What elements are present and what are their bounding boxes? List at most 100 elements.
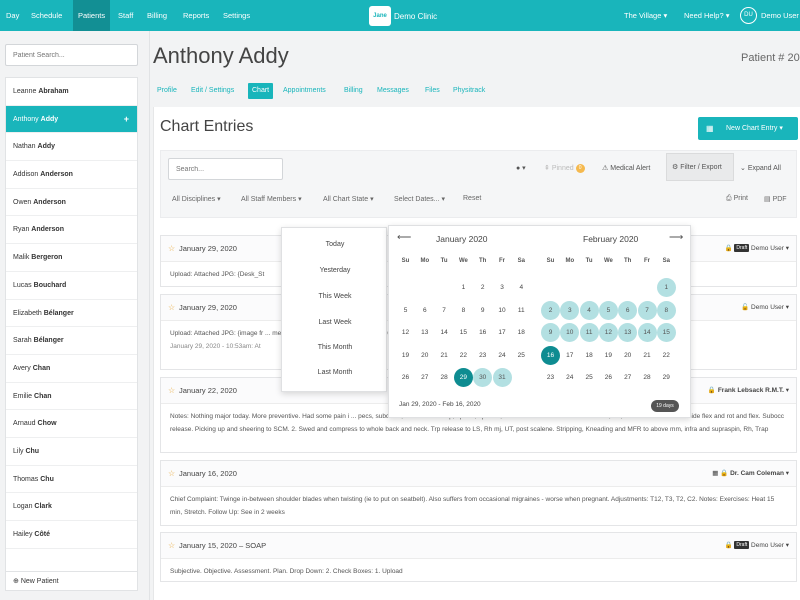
expand-all-button[interactable]: ⌄ Expand All — [740, 165, 781, 172]
pdf-button[interactable]: ▤ PDF — [764, 196, 787, 203]
user-menu[interactable]: Demo User — [761, 11, 799, 20]
calendar-day[interactable]: 16 — [541, 345, 560, 365]
nav-patients[interactable]: Patients — [73, 0, 111, 31]
tab-edit-settings[interactable]: Edit / Settings — [191, 87, 235, 94]
tab-appointments[interactable]: Appointments — [283, 87, 326, 94]
quick-last-month[interactable]: Last Month — [317, 369, 353, 376]
calendar-day[interactable]: 11 — [517, 306, 525, 314]
calendar-day[interactable]: 4 — [519, 284, 524, 291]
entry-author[interactable]: 🔒 Draft Demo User ▾ — [724, 244, 789, 253]
calendar-day[interactable]: 21 — [643, 351, 651, 359]
calendar-day[interactable]: 17 — [566, 351, 574, 359]
patient-search-input[interactable] — [5, 44, 138, 66]
staff-filter[interactable]: All Staff Members ▾ — [241, 196, 302, 203]
patient-list-item[interactable]: Lucas Bouchard — [6, 272, 137, 300]
nav-settings[interactable]: Settings — [223, 11, 251, 20]
calendar-day[interactable]: 15 — [459, 329, 467, 336]
calendar-day[interactable]: 17 — [498, 329, 506, 336]
calendar-day[interactable]: 14 — [440, 329, 448, 336]
calendar-day[interactable]: 11 — [579, 323, 599, 342]
arrow-right-icon[interactable]: ⟶ — [669, 232, 684, 243]
tab-messages[interactable]: Messages — [377, 87, 409, 94]
patient-list-item[interactable]: Avery Chan — [6, 355, 137, 383]
patient-list-item[interactable]: Malik Bergeron — [6, 244, 137, 272]
patient-list-item[interactable]: Arnaud Chow — [6, 410, 137, 438]
patient-list-item[interactable]: Anthony Addy + — [6, 105, 137, 134]
calendar-day[interactable]: 12 — [598, 323, 618, 342]
calendar-day[interactable]: 14 — [637, 323, 657, 342]
entry-author[interactable]: 🔓 Demo User ▾ — [741, 304, 789, 311]
calendar-day[interactable]: 10 — [560, 323, 580, 342]
patient-list-item[interactable]: Hailey Côté — [6, 521, 137, 549]
calendar-day[interactable]: 22 — [662, 351, 670, 359]
clinic-brand[interactable]: Jane Demo Clinic — [369, 6, 437, 26]
date-filter[interactable]: Select Dates... ▾ — [394, 196, 445, 203]
star-icon[interactable]: ☆ — [168, 541, 176, 550]
calendar-day[interactable]: 25 — [585, 374, 593, 381]
calendar-day[interactable]: 1 — [461, 284, 466, 291]
calendar-day[interactable]: 7 — [442, 306, 446, 314]
calendar-day[interactable]: 24 — [566, 374, 574, 381]
calendar-day[interactable]: 2 — [480, 284, 485, 291]
star-icon[interactable]: ☆ — [168, 469, 176, 478]
calendar-day[interactable]: 3 — [500, 284, 504, 291]
calendar-day[interactable]: 2 — [541, 300, 560, 320]
calendar-day[interactable]: 24 — [498, 351, 506, 359]
disciplines-filter[interactable]: All Disciplines ▾ — [172, 196, 221, 203]
calendar-day[interactable]: 6 — [618, 300, 638, 320]
entry-author[interactable]: 🔒 Draft Demo User ▾ — [724, 541, 789, 550]
calendar-day[interactable]: 18 — [585, 351, 593, 359]
calendar-day[interactable]: 7 — [637, 300, 657, 320]
patient-list-item[interactable]: Lily Chu — [6, 438, 137, 466]
calendar-day[interactable]: 26 — [401, 374, 410, 381]
print-button[interactable]: ⎙ Print — [726, 195, 748, 202]
calendar-day[interactable]: 28 — [440, 374, 448, 381]
calendar-day[interactable]: 22 — [459, 351, 467, 359]
star-icon[interactable]: ☆ — [168, 244, 176, 253]
patient-list-item[interactable]: Addison Anderson — [6, 161, 137, 189]
calendar-day[interactable]: 29 — [662, 374, 670, 381]
calendar-day[interactable]: 27 — [624, 374, 632, 381]
nav-day[interactable]: Day — [6, 11, 20, 20]
new-patient-button[interactable]: ⊕ New Patient — [5, 571, 138, 591]
patient-list-item[interactable]: Thomas Chu — [6, 466, 137, 494]
quick-this-week[interactable]: This Week — [318, 293, 352, 300]
chart-search-input[interactable] — [168, 158, 283, 180]
calendar-day[interactable]: 9 — [541, 323, 560, 342]
tab-files[interactable]: Files — [425, 87, 440, 94]
calendar-day[interactable]: 15 — [656, 323, 676, 342]
chart-entry[interactable]: ☆ January 16, 2020 ▦ 🔒 Dr. Cam Coleman ▾… — [160, 460, 797, 526]
calendar-day[interactable]: 6 — [422, 306, 427, 314]
medical-alert-button[interactable]: ⚠ Medical Alert — [602, 165, 651, 172]
new-chart-entry-button[interactable]: ▦ New Chart Entry ▾ — [698, 117, 798, 140]
calendar-day[interactable]: 23 — [479, 351, 487, 359]
tab-profile[interactable]: Profile — [157, 87, 177, 94]
calendar-day[interactable]: 9 — [480, 306, 485, 314]
quick-last-week[interactable]: Last Week — [318, 319, 352, 326]
calendar-day[interactable]: 13 — [618, 323, 638, 342]
calendar-day[interactable]: 19 — [401, 351, 410, 359]
patient-list-item[interactable]: Logan Clark — [6, 493, 137, 521]
help-dropdown[interactable]: Need Help? ▾ — [684, 11, 730, 20]
tab-billing[interactable]: Billing — [344, 87, 363, 94]
reset-filters-link[interactable]: Reset — [463, 195, 482, 202]
quick-this-month[interactable]: This Month — [317, 344, 353, 351]
calendar-day[interactable]: 20 — [624, 351, 632, 359]
patient-list-item[interactable]: Sarah Bélanger — [6, 327, 137, 355]
patient-list-item[interactable]: Owen Anderson — [6, 189, 137, 217]
calendar-day[interactable]: 28 — [643, 374, 651, 381]
calendar-day[interactable]: 27 — [421, 374, 429, 381]
calendar-day[interactable]: 1 — [656, 278, 676, 297]
plus-icon[interactable]: + — [123, 113, 129, 124]
calendar-day[interactable]: 29 — [453, 368, 473, 387]
calendar-day[interactable]: 31 — [492, 368, 512, 387]
chart-entry[interactable]: ☆ January 15, 2020 – SOAP 🔒 Draft Demo U… — [160, 532, 797, 582]
calendar-day[interactable]: 5 — [598, 300, 618, 320]
calendar-day[interactable]: 19 — [604, 351, 612, 359]
patient-list-item[interactable]: Nathan Addy — [6, 133, 137, 162]
calendar-day[interactable]: 10 — [498, 306, 506, 314]
calendar-day[interactable]: 20 — [421, 351, 429, 359]
user-filter-dropdown[interactable]: ● ▾ — [516, 165, 526, 172]
arrow-left-icon[interactable]: ⟵ — [397, 232, 412, 243]
calendar-day[interactable]: 23 — [546, 374, 555, 381]
